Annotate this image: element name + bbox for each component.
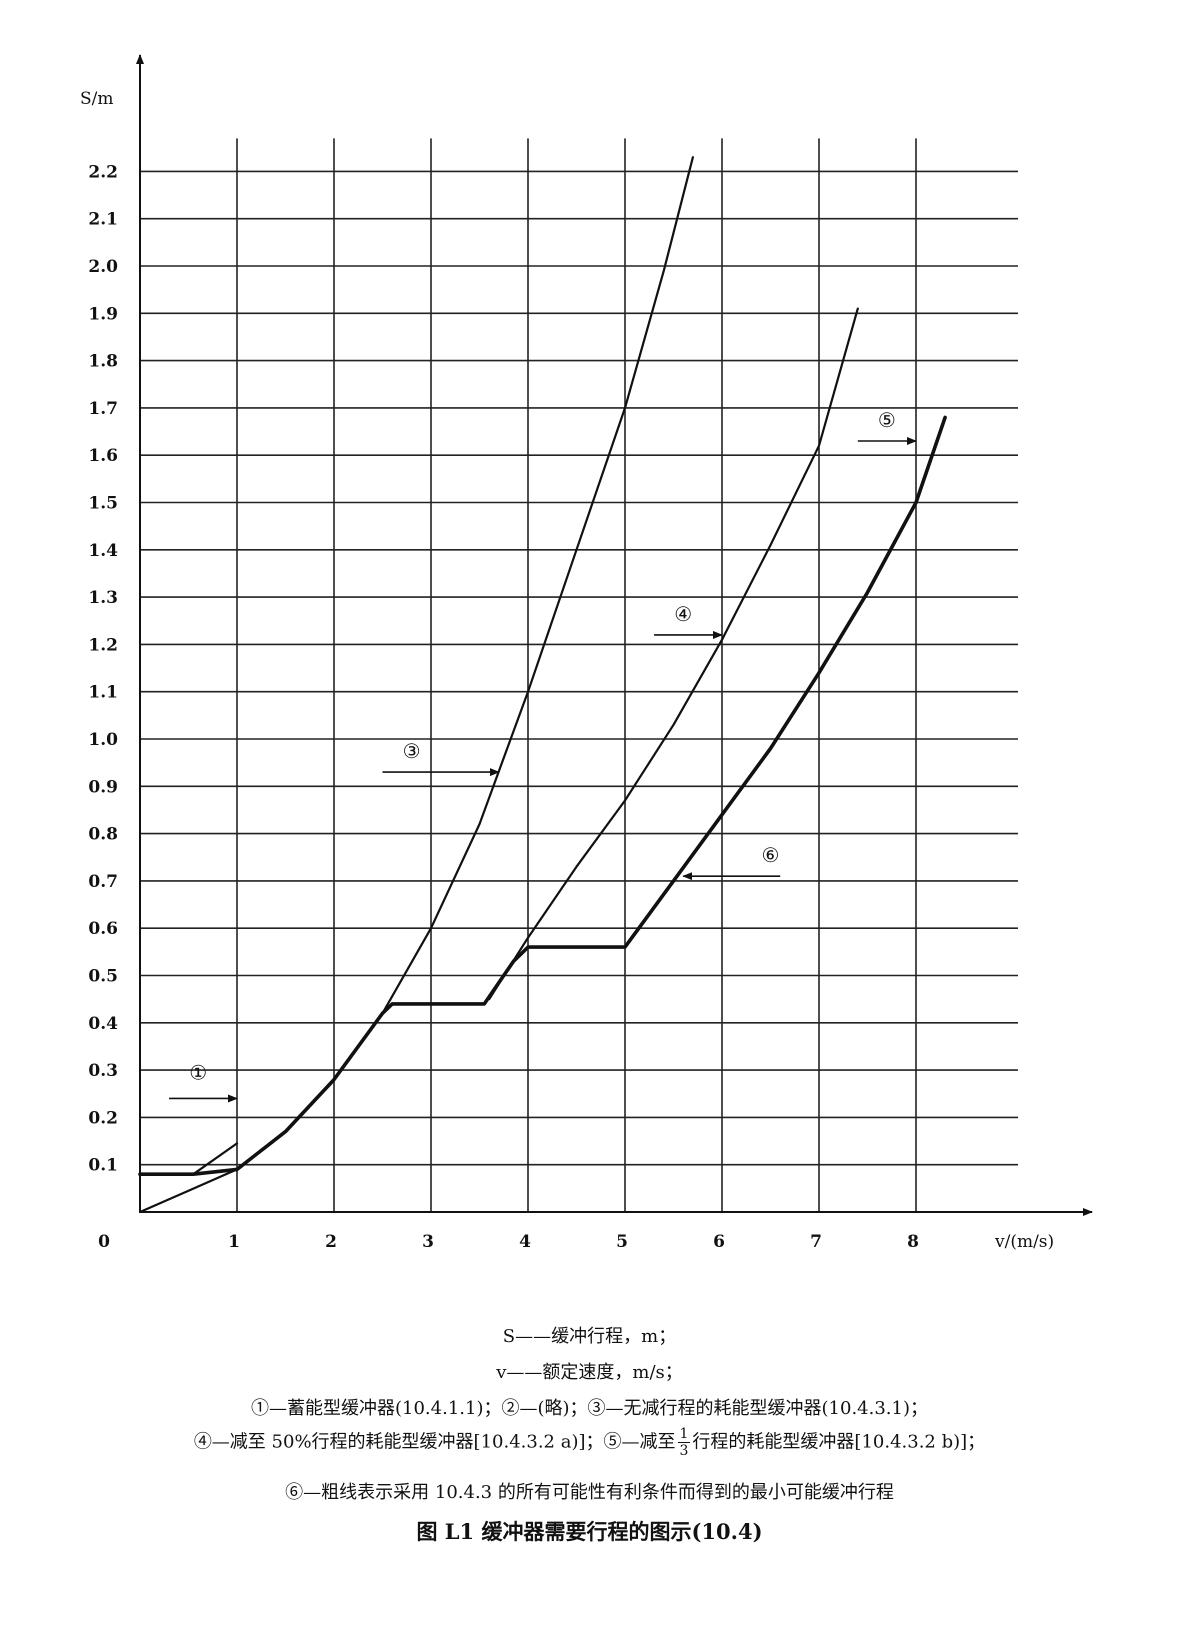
annotations: ① ③ ④ ⑥ ⑤ bbox=[169, 408, 917, 1103]
y-tick-label: 1.1 bbox=[88, 683, 118, 703]
legend-line-5: ⑥—粗线表示采用 10.4.3 的所有可能性有利条件而得到的最小可能缓冲行程 bbox=[285, 1482, 894, 1503]
fraction-denominator: 3 bbox=[679, 1443, 689, 1459]
annotation-label: ⑤ bbox=[878, 408, 896, 432]
annotation-label: ① bbox=[189, 1061, 207, 1085]
y-tick-label: 1.3 bbox=[88, 588, 118, 608]
y-tick-label: 0.9 bbox=[88, 777, 118, 797]
origin-label: 0 bbox=[98, 1232, 110, 1250]
y-axis-label: S/m bbox=[80, 89, 114, 109]
y-tick-label: 1.9 bbox=[88, 304, 118, 324]
y-tick-label: 0.7 bbox=[88, 872, 118, 892]
x-tick-label: 2 bbox=[325, 1232, 337, 1250]
x-tick-label: 3 bbox=[422, 1232, 434, 1250]
legend-line-4: ④—减至 50%行程的耗能型缓冲器[10.4.3.2 a)]；⑤—减至 1 3 行程的… bbox=[0, 1426, 1179, 1459]
series-⑥ bbox=[138, 415, 947, 1176]
legend-line-4-after: 行程的耗能型缓冲器[10.4.3.2 b)]； bbox=[692, 1431, 986, 1453]
y-tick-label: 0.6 bbox=[88, 919, 118, 939]
figure-title: 图 L1 缓冲器需要行程的图示(10.4) bbox=[416, 1519, 763, 1544]
series bbox=[138, 156, 947, 1214]
grid bbox=[140, 138, 1018, 1212]
x-tick-label: 6 bbox=[713, 1232, 725, 1250]
legend-line-2: v——额定速度，m/s； bbox=[496, 1362, 683, 1383]
annotation-label: ④ bbox=[674, 602, 692, 626]
y-tick-label: 1.6 bbox=[88, 446, 118, 466]
annotation-label: ⑥ bbox=[762, 843, 780, 867]
series-⑤ bbox=[623, 416, 947, 949]
fraction-numerator: 1 bbox=[677, 1426, 691, 1443]
legend-line-1: S——缓冲行程，m； bbox=[502, 1326, 677, 1347]
series-③ bbox=[138, 156, 694, 1214]
y-tick-label: 2.0 bbox=[88, 257, 118, 277]
y-tick-label: 2.1 bbox=[88, 210, 118, 230]
y-tick-label: 1.8 bbox=[88, 352, 118, 372]
y-tick-label: 1.4 bbox=[88, 541, 118, 561]
y-tick-label: 0.3 bbox=[88, 1061, 118, 1081]
y-tick-label: 0.5 bbox=[88, 967, 118, 987]
x-tick-label: 4 bbox=[519, 1232, 531, 1250]
y-tick-label: 2.2 bbox=[88, 162, 118, 182]
x-tick-label: 7 bbox=[810, 1232, 822, 1250]
axes bbox=[136, 54, 1093, 1216]
chart: 0.1 0.2 0.3 0.4 0.5 0.6 0.7 0.8 0.9 1.0 1.1 1.2 1.3 1… bbox=[80, 54, 1093, 1250]
x-tick-label: 5 bbox=[616, 1232, 628, 1250]
y-tick-label: 0.2 bbox=[88, 1108, 118, 1128]
x-axis-label: v/(m/s) bbox=[994, 1232, 1054, 1250]
y-tick-label: 1.2 bbox=[88, 635, 118, 655]
legend-line-3: ①—蓄能型缓冲器(10.4.1.1)；②—(略)；③—无减行程的耗能型缓冲器(1… bbox=[251, 1398, 928, 1419]
y-tick-label: 1.0 bbox=[88, 730, 118, 750]
annotation-label: ③ bbox=[403, 739, 421, 763]
y-tick-label: 0.4 bbox=[88, 1014, 118, 1034]
y-tick-label: 0.8 bbox=[88, 825, 118, 845]
y-tick-label: 0.1 bbox=[88, 1156, 118, 1176]
series-④ bbox=[488, 307, 859, 1001]
y-tick-label: 1.7 bbox=[88, 399, 118, 419]
legend-line-4-before: ④—减至 50%行程的耗能型缓冲器[10.4.3.2 a)]；⑤—减至 bbox=[193, 1431, 676, 1453]
x-tick-label: 1 bbox=[228, 1232, 240, 1250]
tick-labels: 0.1 0.2 0.3 0.4 0.5 0.6 0.7 0.8 0.9 1.0 1.1 1.2 1.3 1… bbox=[80, 89, 1054, 1250]
x-tick-label: 8 bbox=[907, 1232, 919, 1250]
y-tick-label: 1.5 bbox=[88, 494, 118, 514]
